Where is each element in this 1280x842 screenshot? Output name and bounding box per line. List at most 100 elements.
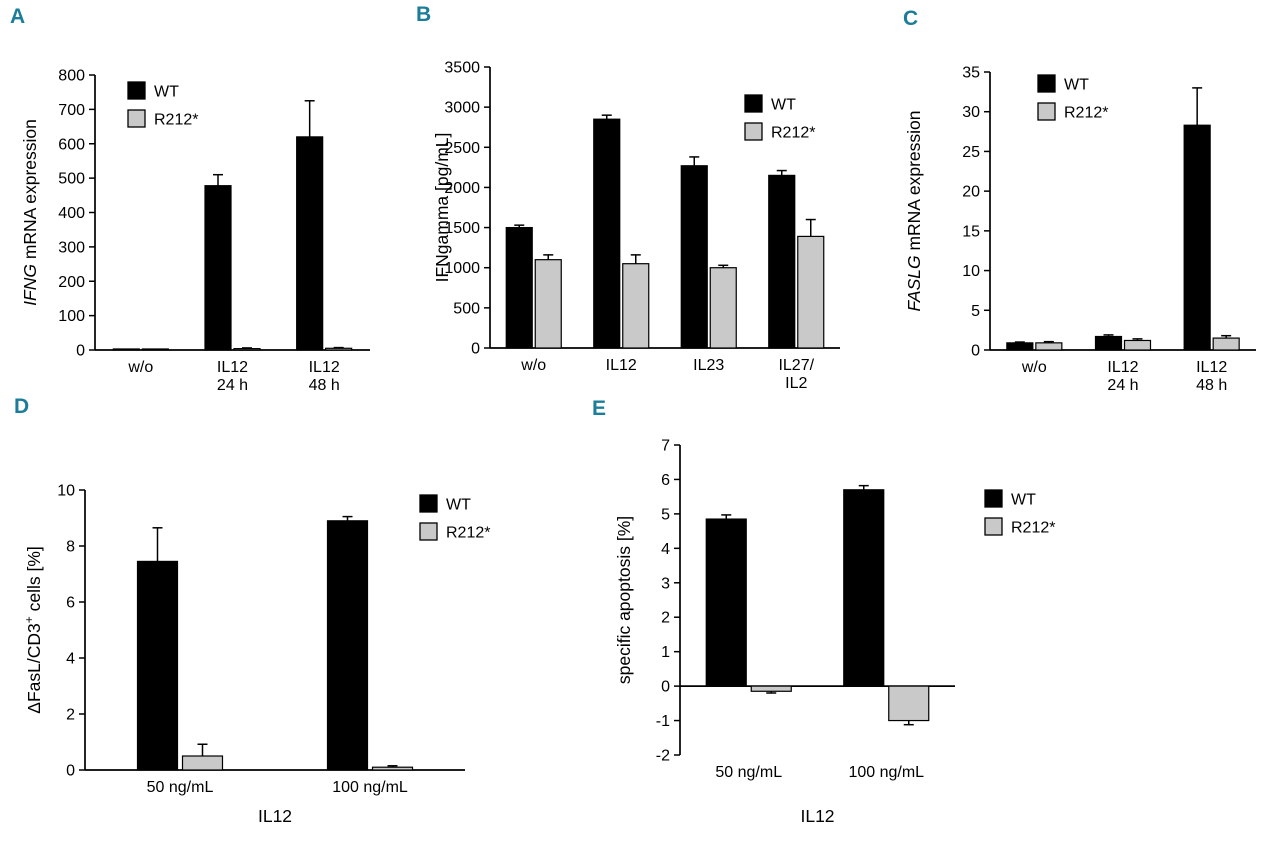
x-category-label: IL12 — [1107, 359, 1138, 376]
bar-R212*-cat2 — [1212, 337, 1240, 351]
y-tick-label: -2 — [656, 748, 670, 765]
bar-WT-cat0 — [136, 560, 179, 771]
bar-R212*-cat1 — [371, 766, 414, 771]
y-tick-label: 7 — [661, 438, 670, 455]
bar-WT-cat0 — [112, 348, 140, 351]
y-tick-label: 1500 — [444, 220, 480, 237]
legend-swatch-wt — [1037, 74, 1056, 93]
bar-WT-cat0 — [505, 226, 533, 349]
x-category-label: IL2 — [785, 375, 807, 392]
x-category-label: IL12 — [606, 357, 637, 374]
legend-swatch-r212 — [127, 109, 146, 128]
x-category-label: w/o — [520, 357, 546, 374]
x-category-label: w/o — [127, 359, 153, 376]
x-category-label: 100 ng/mL — [848, 764, 924, 781]
legend: WT R212* — [127, 81, 198, 129]
bar-WT-cat1 — [326, 520, 369, 771]
y-axis-label: IFNgamma [pg/mL] — [432, 133, 452, 283]
x-category-label: 50 ng/mL — [147, 779, 214, 796]
y-tick-label: 6 — [66, 595, 75, 612]
y-tick-label: 500 — [58, 171, 85, 188]
y-tick-label: 8 — [66, 539, 75, 556]
y-axis-label: ΔFasL/CD3+ cells [%] — [22, 546, 44, 714]
x-category-label: IL12 — [217, 359, 248, 376]
bars — [136, 515, 414, 771]
legend-label: WT — [771, 97, 796, 114]
x-category-label: IL12 — [309, 359, 340, 376]
legend-swatch-r212 — [744, 122, 763, 141]
panel-label-a: A — [10, 5, 26, 28]
y-tick-label: 700 — [58, 102, 85, 119]
bar-WT-cat3 — [768, 174, 796, 349]
y-tick-label: 4 — [66, 651, 75, 668]
y-tick-label: 3500 — [444, 60, 480, 77]
bar-WT-cat2 — [296, 136, 324, 351]
legend-label: R212* — [1064, 105, 1108, 122]
bar-WT-cat1 — [593, 118, 621, 349]
legend-label: WT — [1064, 77, 1089, 94]
legend-swatch-r212 — [1037, 102, 1056, 121]
legend-label: R212* — [154, 112, 198, 129]
axes: 0 500 1000 1500 2000 2500 3000 3500 w/o IL12 IL23 I… — [444, 60, 840, 392]
bar-R212*-cat0 — [181, 755, 224, 771]
x-category-label: IL23 — [693, 357, 724, 374]
y-tick-label: 0 — [661, 679, 670, 696]
y-tick-label: 0 — [76, 343, 85, 360]
bar-R212*-cat1 — [888, 685, 930, 722]
panel-label-b: B — [416, 3, 432, 26]
bars — [505, 114, 825, 349]
y-tick-label: 600 — [58, 136, 85, 153]
y-tick-label: -1 — [656, 713, 670, 730]
chart-ifngamma-secretion: 0 500 1000 1500 2000 2500 3000 3500 w/o IL12 IL23 I… — [432, 60, 840, 392]
x-category-label: w/o — [1021, 359, 1047, 376]
panel-label-d: D — [14, 395, 30, 418]
bar-WT-cat1 — [843, 489, 885, 687]
bar-R212*-cat1 — [622, 263, 650, 349]
bar-R212*-cat0 — [1035, 342, 1063, 351]
bars — [705, 484, 930, 726]
legend-swatch-wt — [419, 494, 438, 513]
bar-R212*-cat0 — [750, 685, 792, 692]
bar-R212*-cat0 — [141, 348, 169, 351]
legend-swatch-r212 — [984, 517, 1003, 536]
y-tick-label: 30 — [962, 104, 980, 121]
legend-label: WT — [1011, 492, 1036, 509]
x-category-label: 50 ng/mL — [715, 764, 782, 781]
y-tick-label: 3000 — [444, 100, 480, 117]
bar-R212*-cat0 — [534, 259, 562, 349]
legend-swatch-r212 — [419, 522, 438, 541]
chart-specific-apoptosis: -2 -1 0 1 2 3 4 5 6 7 50 ng/mL 100 ng/mL IL12 specifi… — [614, 438, 1055, 827]
legend-swatch-wt — [984, 489, 1003, 508]
legend: WT R212* — [419, 494, 490, 542]
y-tick-label: 25 — [962, 144, 980, 161]
y-tick-label: 0 — [471, 341, 480, 358]
y-tick-label: 15 — [962, 223, 980, 240]
y-tick-label: 300 — [58, 239, 85, 256]
chart-fasl-cd3-positive-cells: 0 2 4 6 8 10 50 ng/mL 100 ng/mL IL12 ΔFasL/CD3+ c… — [22, 483, 490, 827]
y-tick-label: 500 — [453, 300, 480, 317]
legend: WT R212* — [744, 94, 815, 142]
x-category-label: 100 ng/mL — [332, 779, 408, 796]
x-category-label: IL12 — [1196, 359, 1227, 376]
y-tick-label: 10 — [57, 483, 75, 500]
x-category-label: 48 h — [309, 377, 340, 394]
bar-WT-cat1 — [204, 185, 232, 351]
y-tick-label: 0 — [971, 343, 980, 360]
y-tick-label: 100 — [58, 308, 85, 325]
bar-R212*-cat2 — [325, 347, 353, 351]
bar-WT-cat0 — [1006, 342, 1034, 351]
y-tick-label: 3 — [661, 575, 670, 592]
x-category-label: 24 h — [217, 377, 248, 394]
y-tick-label: 5 — [661, 506, 670, 523]
legend-label: WT — [154, 84, 179, 101]
bars — [1006, 87, 1240, 351]
x-category-label: 48 h — [1196, 377, 1227, 394]
bars — [112, 100, 353, 351]
y-tick-label: 4 — [661, 541, 670, 558]
y-tick-label: 1000 — [444, 260, 480, 277]
y-tick-label: 35 — [962, 65, 980, 82]
